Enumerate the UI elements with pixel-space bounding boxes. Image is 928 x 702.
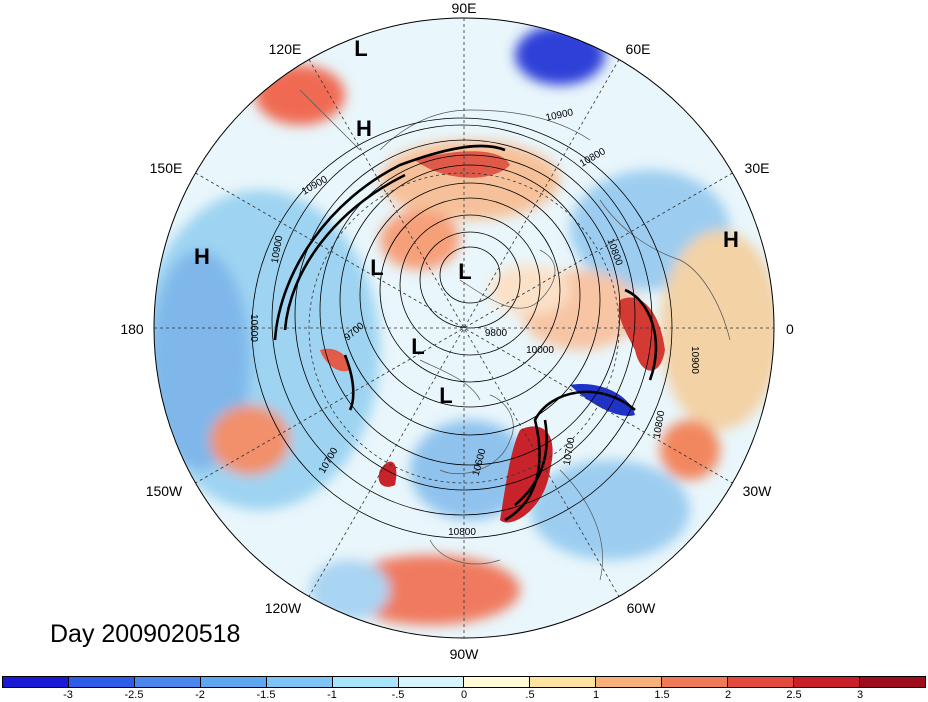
colorbar-swatch <box>398 677 465 687</box>
high-pressure-label: H <box>723 227 739 252</box>
colorbar-tick-label: 2.5 <box>786 689 802 701</box>
colorbar-swatch <box>859 677 925 687</box>
polar-stereographic-map: 90E 60E 30E 0 30W 60W 90W 120W 150W 180 150E 120E L… <box>120 0 794 662</box>
longitude-label: 150E <box>150 160 183 176</box>
longitude-labels: 90E 60E 30E 0 30W 60W 90W 120W 150W 180 150E 120E <box>120 0 794 662</box>
colorbar-swatch <box>200 677 267 687</box>
colorbar-swatch <box>3 677 69 687</box>
contour-value-label: 9800 <box>485 328 508 339</box>
contour-value-label: 10800 <box>652 409 668 439</box>
map-boundary <box>153 17 775 639</box>
high-pressure-label: H <box>356 116 372 141</box>
colorbar-tick-label: -2.5 <box>124 689 144 701</box>
colorbar-swatch <box>530 677 597 687</box>
longitude-label: 120E <box>269 41 302 57</box>
colorbar-tick-label: -1 <box>327 689 337 701</box>
contour-value-label: 10600 <box>248 314 259 342</box>
low-pressure-label: L <box>411 334 424 359</box>
longitude-label: 0 <box>786 321 794 337</box>
colorbar-swatch <box>332 677 399 687</box>
contour-value-label: 10900 <box>270 234 286 264</box>
contour-value-label: 10700 <box>562 436 578 466</box>
colorbar-swatch <box>134 677 201 687</box>
longitude-label: 30E <box>745 160 770 176</box>
contour-value-label: 10000 <box>526 345 554 356</box>
colorbar-swatch <box>794 677 860 687</box>
colorbar-tick-label: 2 <box>724 689 732 701</box>
colorbar-tick-label: -2 <box>195 689 205 701</box>
colorbar-swatch <box>464 677 531 687</box>
colorbar-tick-label: 3 <box>856 689 864 701</box>
colorbar-tick-label: 1 <box>592 689 600 701</box>
colorbar-tick-label: 1.5 <box>654 689 670 701</box>
shaded-anomaly-field <box>154 18 774 638</box>
colorbar-swatch <box>728 677 795 687</box>
low-pressure-label: L <box>370 255 383 280</box>
colorbar-tick-label: .5 <box>525 689 535 701</box>
colorbar <box>2 676 926 688</box>
colorbar-swatch <box>266 677 333 687</box>
coastlines <box>299 89 731 581</box>
longitude-label: 90E <box>452 0 477 16</box>
longitude-label: 30W <box>743 483 773 499</box>
high-pressure-label: H <box>194 244 210 269</box>
low-pressure-label: L <box>458 259 471 284</box>
colorbar-tick-label: -1.5 <box>256 689 276 701</box>
longitude-label: 120W <box>265 600 302 616</box>
lat-lon-grid <box>154 18 774 638</box>
longitude-label: 90W <box>450 646 480 662</box>
longitude-label: 180 <box>120 321 144 337</box>
jet-isotachs <box>273 144 658 522</box>
longitude-label: 60W <box>627 600 657 616</box>
contour-value-label: 10900 <box>689 346 700 374</box>
contour-value-label: 10800 <box>448 527 476 538</box>
longitude-label: 150W <box>146 483 183 499</box>
colorbar-swatch <box>662 677 729 687</box>
map-title: Day 2009020518 <box>50 620 241 648</box>
colorbar-tick-label: -3 <box>63 689 73 701</box>
colorbar-swatch <box>596 677 663 687</box>
colorbar-tick-label: 0 <box>460 689 468 701</box>
low-pressure-label: L <box>439 383 452 408</box>
colorbar-swatch <box>68 677 135 687</box>
colorbar-tick-label: -.5 <box>391 689 405 701</box>
longitude-label: 60E <box>626 41 651 57</box>
low-pressure-label: L <box>354 36 367 61</box>
